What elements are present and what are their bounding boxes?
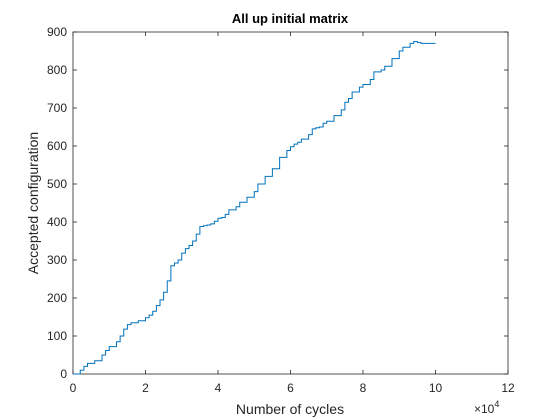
y-tick-label: 100: [47, 329, 67, 343]
series-line: [73, 41, 436, 375]
x-tick-label: 4: [215, 381, 222, 395]
y-tick-label: 300: [47, 253, 67, 267]
x-tick-label: 10: [429, 381, 443, 395]
x-tick-label: 8: [360, 381, 367, 395]
x-tick-label: 6: [287, 381, 294, 395]
y-tick-label: 600: [47, 139, 67, 153]
y-tick-label: 500: [47, 177, 67, 191]
y-tick-label: 400: [47, 215, 67, 229]
x-tick-label: 12: [501, 381, 515, 395]
chart-title: All up initial matrix: [232, 11, 349, 26]
x-axis-exponent: ×104: [474, 399, 499, 416]
x-axis-exponent-base: ×10: [474, 402, 495, 416]
x-axis-label: Number of cycles: [236, 401, 344, 417]
axes-box: [72, 31, 509, 375]
series-layer: [73, 41, 436, 375]
x-tick-label: 0: [70, 381, 77, 395]
y-tick-label: 0: [60, 367, 67, 381]
x-tick-label: 2: [142, 381, 149, 395]
y-tick-label: 200: [47, 291, 67, 305]
y-tick-label: 900: [47, 25, 67, 39]
y-tick-label: 700: [47, 101, 67, 115]
y-tick-label: 800: [47, 63, 67, 77]
x-axis-exponent-power: 4: [494, 399, 499, 409]
y-axis-label: Accepted configuration: [25, 132, 41, 274]
x-axis-ticks: 0 2 4 6 8 10 12: [70, 32, 515, 395]
plot-area: [72, 31, 509, 375]
y-axis-ticks: 0 100 200 300 400 500 600 700 800 900: [47, 25, 508, 381]
